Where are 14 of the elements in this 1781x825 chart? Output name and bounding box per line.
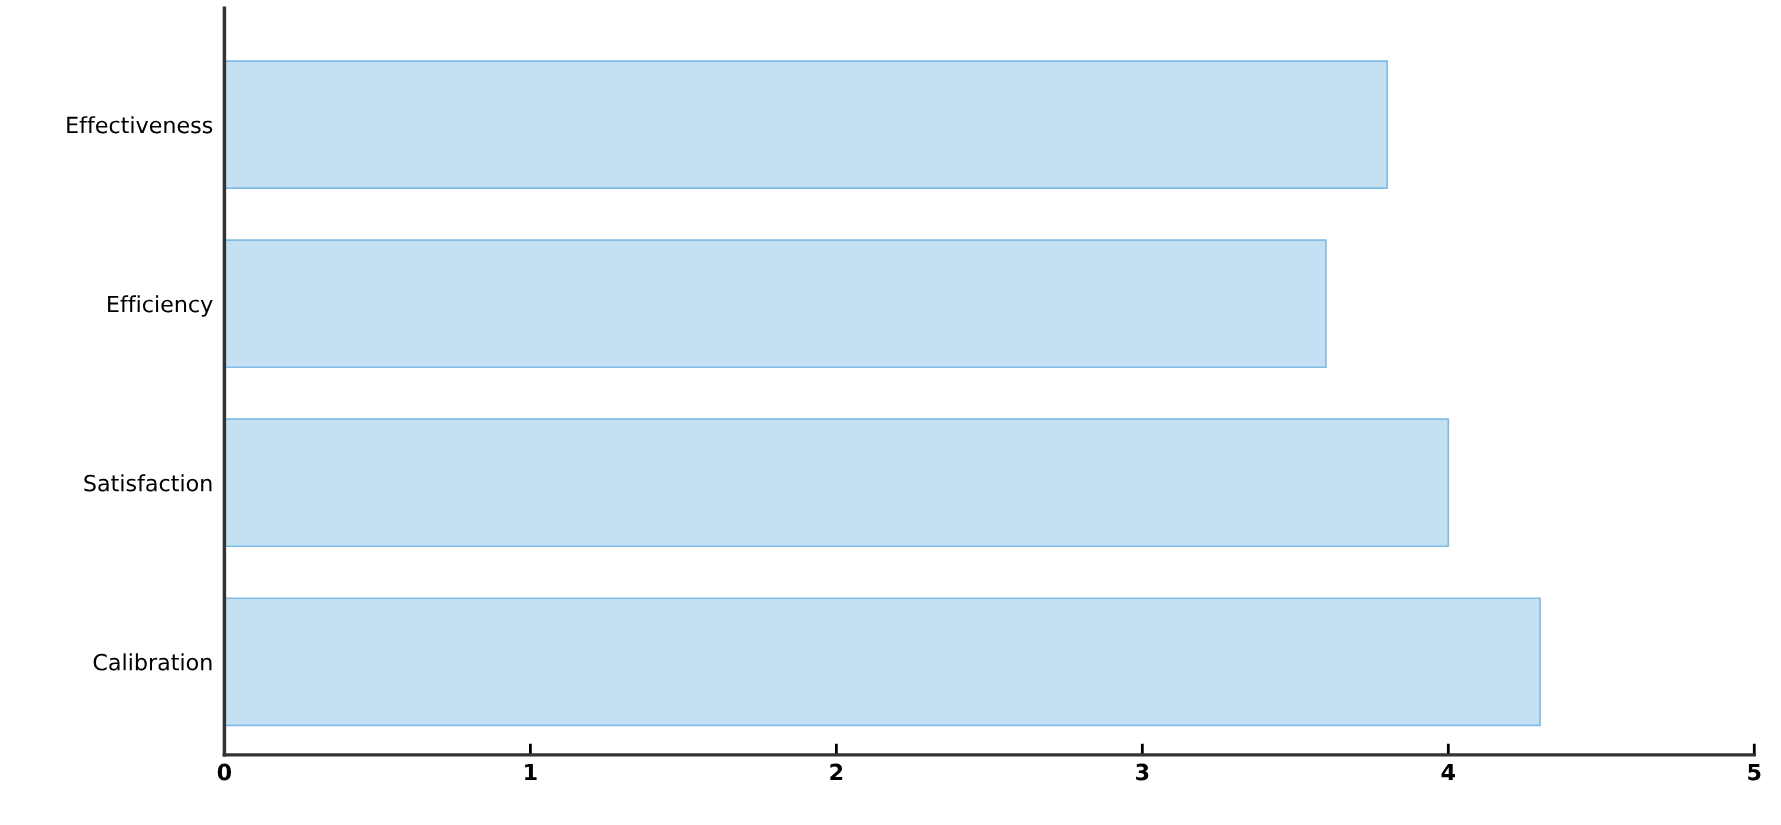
bar	[224, 239, 1327, 369]
y-tick-label: Efficiency	[108, 295, 213, 317]
bar	[224, 60, 1388, 190]
y-tick-label: Satisfaction	[84, 474, 212, 492]
x-tick-label: 1	[525, 763, 537, 781]
x-tick-label: 2	[830, 763, 843, 781]
y-tick-label: Effectiveness	[67, 116, 213, 134]
bar	[224, 597, 1541, 727]
x-tick-label: 3	[1136, 763, 1149, 781]
x-tick-label: 0	[217, 763, 232, 781]
x-tick-label: 5	[1748, 763, 1761, 781]
y-tick-label: Calibration	[93, 653, 212, 671]
x-tick-label: 4	[1441, 763, 1456, 781]
bar	[224, 418, 1450, 548]
